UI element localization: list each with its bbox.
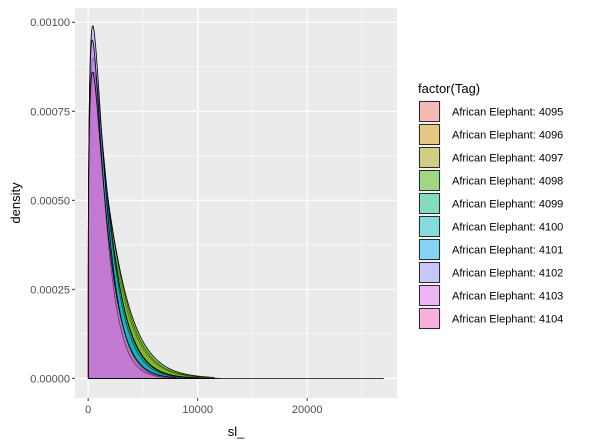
legend-swatch — [419, 193, 440, 214]
x-axis-title: sl_ — [228, 424, 245, 439]
legend-swatch — [419, 285, 440, 306]
legend-swatch — [419, 101, 440, 122]
x-tick-label: 20000 — [292, 404, 323, 416]
legend-label: African Elephant: 4101 — [452, 245, 563, 257]
legend-swatch — [419, 308, 440, 329]
y-axis-title: density — [8, 182, 23, 224]
x-tick-label: 0 — [85, 404, 91, 416]
legend-title: factor(Tag) — [418, 81, 480, 96]
legend-swatch — [419, 239, 440, 260]
legend-key-background — [418, 261, 441, 284]
density-areas — [87, 25, 384, 379]
legend-label: African Elephant: 4095 — [452, 107, 563, 119]
y-tick-label: 0.00100 — [30, 17, 70, 29]
x-axis-ticks: 0 10000 20000 — [85, 398, 322, 416]
density-area — [87, 25, 166, 379]
legend-swatch — [419, 262, 440, 283]
legend-swatch — [419, 170, 440, 191]
legend: African Elephant: 4095 African Elephant: … — [418, 100, 563, 330]
legend-label: African Elephant: 4103 — [452, 291, 563, 303]
density-area — [87, 71, 188, 379]
legend-label: African Elephant: 4098 — [452, 176, 563, 188]
y-axis-ticks: 0.00000 0.00025 0.00050 0.00075 0.00100 — [30, 17, 75, 385]
minor-gridlines — [75, 8, 397, 398]
legend-key-background — [418, 284, 441, 307]
y-tick-label: 0.00025 — [30, 284, 70, 296]
legend-key-background — [418, 192, 441, 215]
legend-key-background — [418, 215, 441, 238]
legend-label: African Elephant: 4099 — [452, 199, 563, 211]
legend-label: African Elephant: 4102 — [452, 268, 563, 280]
density-area — [87, 125, 215, 379]
legend-swatch — [419, 147, 440, 168]
x-tick-label: 10000 — [182, 404, 213, 416]
legend-key-background — [418, 238, 441, 261]
legend-label: African Elephant: 4100 — [452, 222, 563, 234]
y-tick-label: 0.00000 — [30, 373, 70, 385]
legend-swatch — [419, 216, 440, 237]
y-tick-label: 0.00050 — [30, 195, 70, 207]
y-tick-label: 0.00075 — [30, 106, 70, 118]
legend-key-background — [418, 100, 441, 123]
density-area — [87, 39, 384, 379]
plot-panel — [75, 8, 397, 398]
legend-swatch — [419, 124, 440, 145]
density-area — [87, 71, 177, 379]
legend-label: African Elephant: 4096 — [452, 130, 563, 142]
legend-label: African Elephant: 4104 — [452, 314, 563, 326]
legend-key-background — [418, 123, 441, 146]
legend-key-background — [418, 146, 441, 169]
legend-key-background — [418, 169, 441, 192]
legend-key-background — [418, 307, 441, 330]
legend-label: African Elephant: 4097 — [452, 153, 563, 165]
